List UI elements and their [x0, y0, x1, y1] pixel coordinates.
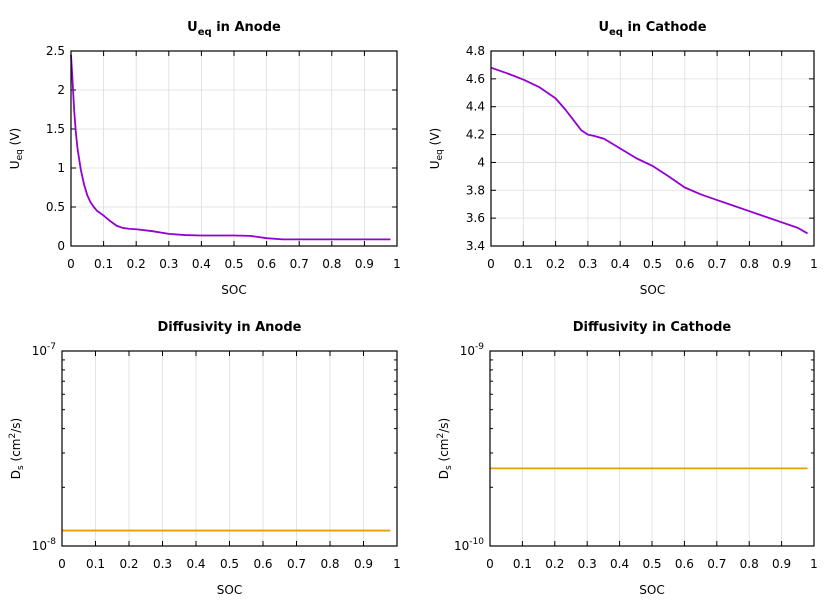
x-tick-label: 0.2 — [119, 557, 138, 571]
y-tick-label: 3.8 — [466, 183, 485, 197]
y-tick-label: 4.6 — [466, 72, 485, 86]
y-tick-label: 0 — [57, 239, 65, 253]
plot-frame — [70, 50, 398, 247]
plot-frame — [490, 50, 815, 247]
x-tick-label: 0.2 — [546, 257, 565, 271]
x-tick-label: 0.8 — [740, 557, 759, 571]
y-tick-label: 1 — [57, 161, 65, 175]
x-tick-label: 0.7 — [708, 257, 727, 271]
x-tick-label: 0.1 — [86, 557, 105, 571]
series-line — [70, 54, 391, 241]
x-tick-label: 1 — [393, 257, 401, 271]
x-tick-label: 0.1 — [513, 557, 532, 571]
x-tick-label: 0.4 — [611, 257, 630, 271]
x-axis-label: SOC — [639, 583, 664, 597]
x-tick-label: 0 — [58, 557, 66, 571]
x-tick-label: 0.4 — [192, 257, 211, 271]
plot-frame — [489, 350, 815, 547]
x-tick-label: 0.4 — [186, 557, 205, 571]
y-tick-label: 3.4 — [466, 239, 485, 253]
y-tick-label: 4.8 — [466, 44, 485, 58]
x-tick-label: 1 — [810, 257, 818, 271]
x-tick-label: 0.9 — [354, 557, 373, 571]
x-tick-label: 0.3 — [578, 257, 597, 271]
x-tick-label: 0.5 — [643, 257, 662, 271]
panel-cathode-potential: 0 0.1 0.2 0.3 0.4 0.5 0.6 0.7 0.8 0.9 1 3.4 3.6 3.8 4 4… — [428, 20, 818, 297]
y-tick-label: 10-7 — [32, 342, 56, 358]
y-axis-label: Ueq (V) — [428, 128, 445, 169]
x-tick-label: 1 — [393, 557, 401, 571]
x-tick-label: 0.7 — [290, 257, 309, 271]
x-tick-label: 0.9 — [772, 257, 791, 271]
x-tick-label: 0.3 — [159, 257, 178, 271]
panel-anode-diffusivity: 0 0.1 0.2 0.3 0.4 0.5 0.6 0.7 0.8 0.9 1 10-8 10-7 Dif… — [8, 320, 401, 597]
x-axis-label: SOC — [217, 583, 242, 597]
x-tick-label: 0 — [67, 257, 75, 271]
panel-anode-potential: 0 0.1 0.2 0.3 0.4 0.5 0.6 0.7 0.8 0.9 1 0 0.5 1 1.5 2 2.… — [8, 20, 401, 297]
y-axis-label: Ds (cm2/s) — [8, 418, 26, 479]
x-tick-label: 0.6 — [253, 557, 272, 571]
x-tick-label: 0.3 — [578, 557, 597, 571]
y-tick-label: 10-9 — [460, 342, 485, 358]
y-tick-label: 2 — [57, 83, 65, 97]
y-tick-label: 3.6 — [466, 211, 485, 225]
chart-title: Ueq in Cathode — [598, 20, 706, 38]
series-line — [490, 66, 808, 235]
x-tick-label: 0.4 — [610, 557, 629, 571]
x-tick-label: 0.2 — [127, 257, 146, 271]
y-tick-label: 4.2 — [466, 128, 485, 142]
y-tick-label: 10-8 — [32, 537, 57, 553]
x-tick-label: 0.1 — [514, 257, 533, 271]
x-tick-label: 0.5 — [220, 557, 239, 571]
x-tick-label: 0.6 — [675, 557, 694, 571]
x-axis-label: SOC — [640, 283, 665, 297]
x-tick-label: 1 — [810, 557, 818, 571]
y-tick-label: 0.5 — [46, 200, 65, 214]
x-tick-label: 0 — [486, 557, 494, 571]
x-axis-label: SOC — [221, 283, 246, 297]
x-tick-label: 0.5 — [224, 257, 243, 271]
chart-title: Diffusivity in Cathode — [573, 320, 732, 335]
x-tick-label: 0.7 — [707, 557, 726, 571]
x-tick-label: 0.6 — [257, 257, 276, 271]
x-tick-label: 0.9 — [355, 257, 374, 271]
plot-frame — [61, 350, 398, 547]
y-axis-label: Ueq (V) — [8, 128, 25, 169]
x-tick-label: 0.9 — [772, 557, 791, 571]
x-tick-label: 0.8 — [320, 557, 339, 571]
x-tick-label: 0.8 — [740, 257, 759, 271]
chart-title: Diffusivity in Anode — [158, 320, 302, 335]
y-tick-label: 2.5 — [46, 44, 65, 58]
x-tick-label: 0.7 — [287, 557, 306, 571]
x-tick-label: 0.3 — [153, 557, 172, 571]
x-tick-label: 0.8 — [322, 257, 341, 271]
y-tick-label: 10-10 — [454, 537, 484, 553]
y-tick-label: 1.5 — [46, 122, 65, 136]
x-tick-label: 0.5 — [642, 557, 661, 571]
y-tick-label: 4 — [477, 155, 485, 169]
chart-title: Ueq in Anode — [187, 20, 281, 38]
x-tick-label: 0.2 — [545, 557, 564, 571]
y-axis-label: Ds (cm2/s) — [436, 418, 454, 479]
panel-cathode-diffusivity: 0 0.1 0.2 0.3 0.4 0.5 0.6 0.7 0.8 0.9 1 10-10 10-9 Di… — [436, 320, 818, 597]
x-tick-label: 0.6 — [675, 257, 694, 271]
x-tick-label: 0.1 — [94, 257, 113, 271]
y-tick-label: 4.4 — [466, 100, 485, 114]
x-tick-label: 0 — [487, 257, 495, 271]
